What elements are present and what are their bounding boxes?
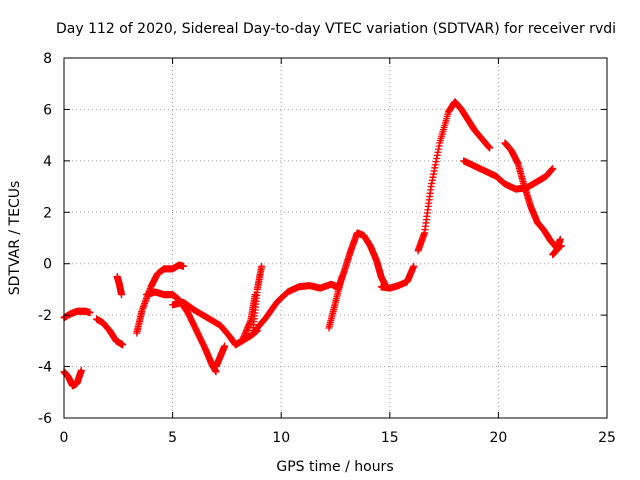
x-tick-label: 10 xyxy=(272,430,290,446)
series-arc-o xyxy=(414,98,494,255)
data-point xyxy=(86,309,94,317)
axis-ticks: 0 5 10 15 20 25 -6 -4 -2 0 2 4 6 8 xyxy=(38,51,616,446)
series-arc-k xyxy=(251,280,342,335)
y-tick-label: 6 xyxy=(43,102,52,118)
x-tick-label: 20 xyxy=(489,430,507,446)
chart-title: Day 112 of 2020, Sidereal Day-to-day VTE… xyxy=(56,21,616,37)
x-tick-label: 15 xyxy=(381,430,399,446)
series-arc-r xyxy=(549,235,564,259)
y-tick-label: 2 xyxy=(43,205,52,221)
x-tick-label: 0 xyxy=(60,430,69,446)
data-point xyxy=(258,262,266,270)
data-point xyxy=(410,262,418,270)
data-point xyxy=(118,291,126,299)
x-axis-label: GPS time / hours xyxy=(276,459,393,475)
x-tick-label: 5 xyxy=(168,430,177,446)
data-series xyxy=(60,98,565,390)
data-point xyxy=(77,366,85,374)
y-tick-label: -6 xyxy=(38,411,52,427)
plot-frame xyxy=(63,57,608,419)
data-point xyxy=(119,341,127,349)
series-arc-b xyxy=(60,307,94,322)
y-tick-label: 4 xyxy=(43,154,52,170)
data-point xyxy=(221,342,229,350)
y-tick-label: -2 xyxy=(38,308,52,324)
series-arc-a xyxy=(60,366,85,390)
series-arc-n xyxy=(377,262,418,292)
series-arc-d xyxy=(113,273,126,299)
y-axis-label: SDTVAR / TECUs xyxy=(7,181,23,296)
series-arc-c xyxy=(93,315,127,349)
grid-lines xyxy=(64,58,607,418)
series-arc-g xyxy=(212,342,229,371)
data-point xyxy=(486,144,494,152)
y-tick-label: -4 xyxy=(38,360,52,376)
y-tick-label: 8 xyxy=(43,51,52,67)
y-tick-label: 0 xyxy=(43,257,52,273)
x-tick-label: 25 xyxy=(598,430,616,446)
series-arc-j xyxy=(249,262,266,335)
series-arc-p xyxy=(460,157,557,193)
data-point xyxy=(556,235,564,243)
series-arc-q xyxy=(501,139,565,252)
data-point xyxy=(179,262,187,270)
data-point xyxy=(549,165,557,173)
